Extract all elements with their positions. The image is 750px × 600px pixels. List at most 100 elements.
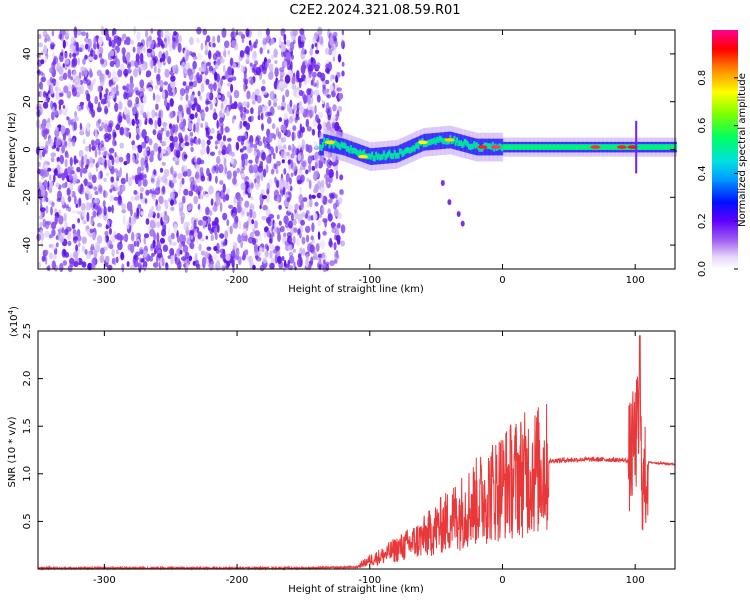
spectrogram-noise-cell — [290, 159, 293, 170]
signal-core — [576, 144, 579, 150]
spectrogram-noise-cell — [276, 195, 280, 204]
spectrogram-noise-cell — [303, 36, 307, 41]
spectrogram-noise-cell — [89, 232, 93, 238]
spectrogram-noise-cell — [149, 228, 155, 237]
spectrogram-noise-cell — [121, 47, 126, 55]
spectrogram-noise-cell — [70, 36, 76, 45]
spectrogram-noise-cell — [283, 259, 287, 268]
spectrogram-noise-cell — [275, 145, 279, 154]
spectrogram-noise-cell — [177, 260, 182, 270]
spectrogram-noise-cell — [168, 40, 173, 48]
spectrogram-noise-cell — [305, 259, 309, 268]
spectrogram-noise-cell — [168, 123, 173, 130]
spectrogram-noise-cell — [243, 222, 249, 229]
spectrogram-noise-cell — [121, 263, 125, 273]
spectrogram-noise-cell — [82, 58, 86, 65]
spectrogram-noise-cell — [38, 150, 43, 161]
spectrogram-noise-cell — [62, 72, 68, 81]
spectrogram-noise-cell — [280, 225, 285, 233]
spectrogram-noise-cell — [108, 155, 114, 161]
signal-hotspot — [627, 145, 638, 149]
spectrogram-noise-cell — [119, 166, 123, 177]
spectrogram-noise-cell — [250, 115, 254, 122]
spectrogram-noise-cell — [135, 96, 140, 105]
spectrogram-noise-cell — [67, 195, 72, 203]
spectrogram-noise-cell — [138, 91, 145, 99]
spectrogram-noise-cell — [111, 70, 117, 80]
signal-core — [551, 144, 554, 150]
spectrogram-noise-cell — [108, 147, 115, 154]
spectrogram-noise-cell — [188, 255, 193, 262]
spectrogram-noise-cell — [149, 154, 154, 163]
spectrogram-noise-cell — [271, 38, 275, 45]
spectrogram-noise-cell — [172, 241, 177, 246]
spectrogram-noise-cell — [53, 174, 56, 183]
spectrogram-noise-cell — [245, 122, 251, 131]
spectrogram-noise-cell — [227, 127, 230, 133]
spectrogram-noise-cell — [269, 69, 274, 78]
spectrogram-noise-cell — [294, 30, 298, 35]
spectrogram-noise-cell — [218, 149, 222, 156]
spectrogram-noise-cell — [100, 247, 105, 255]
spectrogram-noise-cell — [128, 132, 131, 139]
spectrogram-noise-cell — [152, 92, 156, 101]
spectrogram-noise-cell — [109, 49, 115, 57]
signal-core — [556, 144, 559, 150]
spectrogram-noise-cell — [111, 204, 114, 214]
spectrogram-noise-cell — [101, 146, 107, 152]
spectrogram-noise-cell — [125, 52, 131, 62]
spectrogram-noise-cell — [222, 241, 227, 246]
spectrogram-noise-cell — [175, 160, 180, 166]
spectrogram-noise-cell — [139, 186, 144, 193]
spectrogram-noise-cell — [224, 70, 228, 80]
spectrogram-noise-cell — [157, 117, 162, 127]
signal-core — [388, 149, 391, 156]
spectrogram-noise-cell — [250, 196, 254, 201]
spectrogram-noise-cell — [276, 180, 280, 188]
spectrogram-noise-cell — [44, 230, 50, 238]
spectrogram-noise-cell — [288, 116, 294, 124]
signal-core — [373, 155, 376, 162]
snr-multiplier-prefix: (x10 — [9, 314, 20, 337]
spectrogram-noise-cell — [336, 87, 343, 92]
spectrogram-noise-cell — [193, 123, 196, 133]
spectrogram-noise-cell — [316, 192, 322, 199]
signal-core — [440, 136, 443, 143]
snr-x-tick-label: -300 — [93, 575, 116, 586]
spectrogram-noise-cell — [120, 235, 124, 241]
spectrogram-noise-cell — [208, 65, 214, 72]
signal-core — [372, 155, 375, 162]
spectrogram-noise-cell — [311, 128, 316, 136]
spectrogram-noise-cell — [136, 240, 140, 248]
spectrogram-noise-cell — [253, 243, 258, 253]
signal-core — [385, 153, 388, 159]
spectrogram-noise-cell — [245, 54, 250, 63]
spectrogram-noise-cell — [67, 240, 72, 246]
spectrogram-noise-cell — [179, 243, 183, 249]
signal-core — [505, 144, 508, 150]
spectrogram-noise-cell — [140, 210, 144, 216]
spectrogram-noise-cell — [175, 36, 180, 47]
spectrogram-noise-cell — [252, 44, 258, 49]
signal-core — [671, 144, 673, 150]
spectrogram-noise-cell — [105, 172, 110, 177]
spectrogram-noise-cell — [64, 29, 70, 38]
spectrogram-noise-cell — [93, 36, 97, 46]
spectrogram-noise-cell — [204, 121, 209, 129]
signal-core — [426, 139, 429, 146]
spectrogram-noise-cell — [220, 58, 225, 64]
signal-secondary-branch-point — [456, 211, 461, 217]
spectrogram-noise-cell — [131, 175, 136, 180]
spectrogram-noise-cell — [86, 93, 91, 102]
signal-core — [377, 153, 380, 159]
spectrogram-noise-cell — [133, 68, 138, 78]
spectrogram-noise-cell — [128, 216, 132, 224]
spectrogram-noise-cell — [161, 90, 166, 100]
spectrogram-noise-cell — [123, 233, 129, 242]
spectrogram-noise-cell — [117, 241, 123, 251]
signal-core — [473, 141, 476, 147]
spectrogram-noise-cell — [109, 195, 115, 202]
spectrogram-noise-cell — [57, 61, 61, 69]
spectrogram-noise-cell — [312, 119, 317, 128]
spectrogram-noise-cell — [91, 140, 97, 150]
